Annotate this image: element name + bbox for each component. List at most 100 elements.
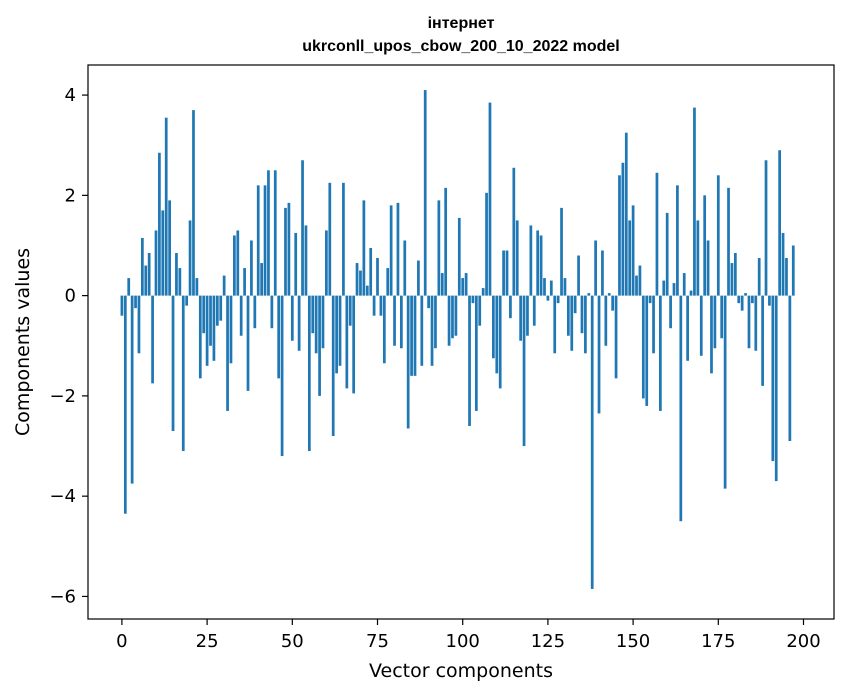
bar-14 [168,200,171,296]
bar-56 [311,295,315,334]
bar-173 [710,295,713,374]
bar-22 [195,278,199,296]
y-tick-label: −6 [49,586,76,607]
bar-197 [791,245,795,296]
bar-18 [181,295,185,452]
bar-16 [175,253,178,296]
bar-125 [546,295,550,301]
bar-170 [699,295,703,356]
bar-130 [563,278,567,296]
bar-149 [628,220,632,296]
bar-42 [263,185,267,296]
bar-11 [158,152,161,296]
x-axis-ticks: 0 25 50 75 100 125 150 175 200 [116,619,821,652]
bar-78 [386,268,390,296]
bar-116 [515,220,519,296]
bar-188 [761,295,764,386]
bar-164 [679,295,683,522]
bar-113 [505,250,509,296]
bar-98 [454,295,458,336]
bar-168 [693,107,696,296]
bar-101 [464,273,468,296]
bar-174 [713,295,717,349]
bar-60 [325,230,328,296]
bar-27 [212,295,216,361]
bar-115 [512,167,516,296]
bar-45 [273,170,277,296]
bar-3 [130,295,134,484]
bar-26 [209,295,212,346]
bar-50 [290,295,294,341]
bar-47 [280,295,284,457]
bar-103 [471,295,475,304]
x-axis-label: Vector components [369,660,553,682]
bar-9 [151,295,154,384]
bar-160 [665,212,669,296]
x-tick-label: 50 [281,631,304,652]
bar-37 [246,295,250,391]
bar-112 [502,250,505,296]
bar-192 [774,295,778,482]
bar-71 [362,200,366,296]
bar-193 [778,150,782,296]
bar-184 [747,295,751,349]
bar-128 [556,295,560,304]
bar-91 [430,295,434,366]
bar-179 [730,263,734,296]
bar-191 [771,295,775,462]
bar-97 [451,295,454,339]
bar-187 [757,258,761,296]
bar-57 [314,295,318,354]
bar-161 [669,295,672,329]
bar-92 [434,295,437,349]
y-tick-label: −2 [49,386,76,407]
bar-194 [781,232,785,296]
bar-6 [140,237,144,296]
bar-83 [403,240,407,296]
bar-180 [733,253,737,296]
bar-33 [233,235,236,296]
bar-107 [485,192,488,296]
bar-31 [226,295,229,411]
bar-134 [577,255,580,296]
bar-5 [137,295,141,354]
bar-162 [672,283,676,296]
bar-74 [372,295,376,316]
bar-167 [689,290,693,296]
bar-10 [154,230,158,296]
bar-136 [584,295,587,354]
chart-subtitle: ukrconll_upos_cbow_200_10_2022 model [302,38,619,55]
bar-61 [328,182,332,296]
bar-87 [417,260,420,296]
bar-67 [348,295,352,326]
plot-frame [87,64,835,620]
bar-151 [635,275,638,296]
bar-30 [222,275,226,296]
bar-41 [260,263,263,296]
bar-105 [478,295,482,326]
bar-12 [161,210,165,296]
bar-4 [134,295,137,309]
bar-7 [144,265,148,296]
bar-122 [536,230,540,296]
bar-19 [185,295,189,306]
bar-90 [427,295,430,309]
bar-137 [587,293,591,296]
bar-80 [393,295,396,346]
bar-175 [716,175,720,296]
bar-183 [744,293,747,296]
bar-148 [624,132,628,296]
bar-132 [570,295,574,351]
bar-104 [474,295,478,411]
y-axis-ticks: −6 −4 −2 0 2 4 [49,85,88,607]
bar-186 [754,295,758,351]
bar-20 [188,220,192,296]
bar-123 [539,235,543,296]
bar-118 [522,295,526,447]
bar-21 [192,110,195,296]
bar-172 [706,240,710,296]
y-tick-label: 4 [65,85,76,106]
bar-182 [740,295,744,311]
bar-127 [553,295,557,354]
